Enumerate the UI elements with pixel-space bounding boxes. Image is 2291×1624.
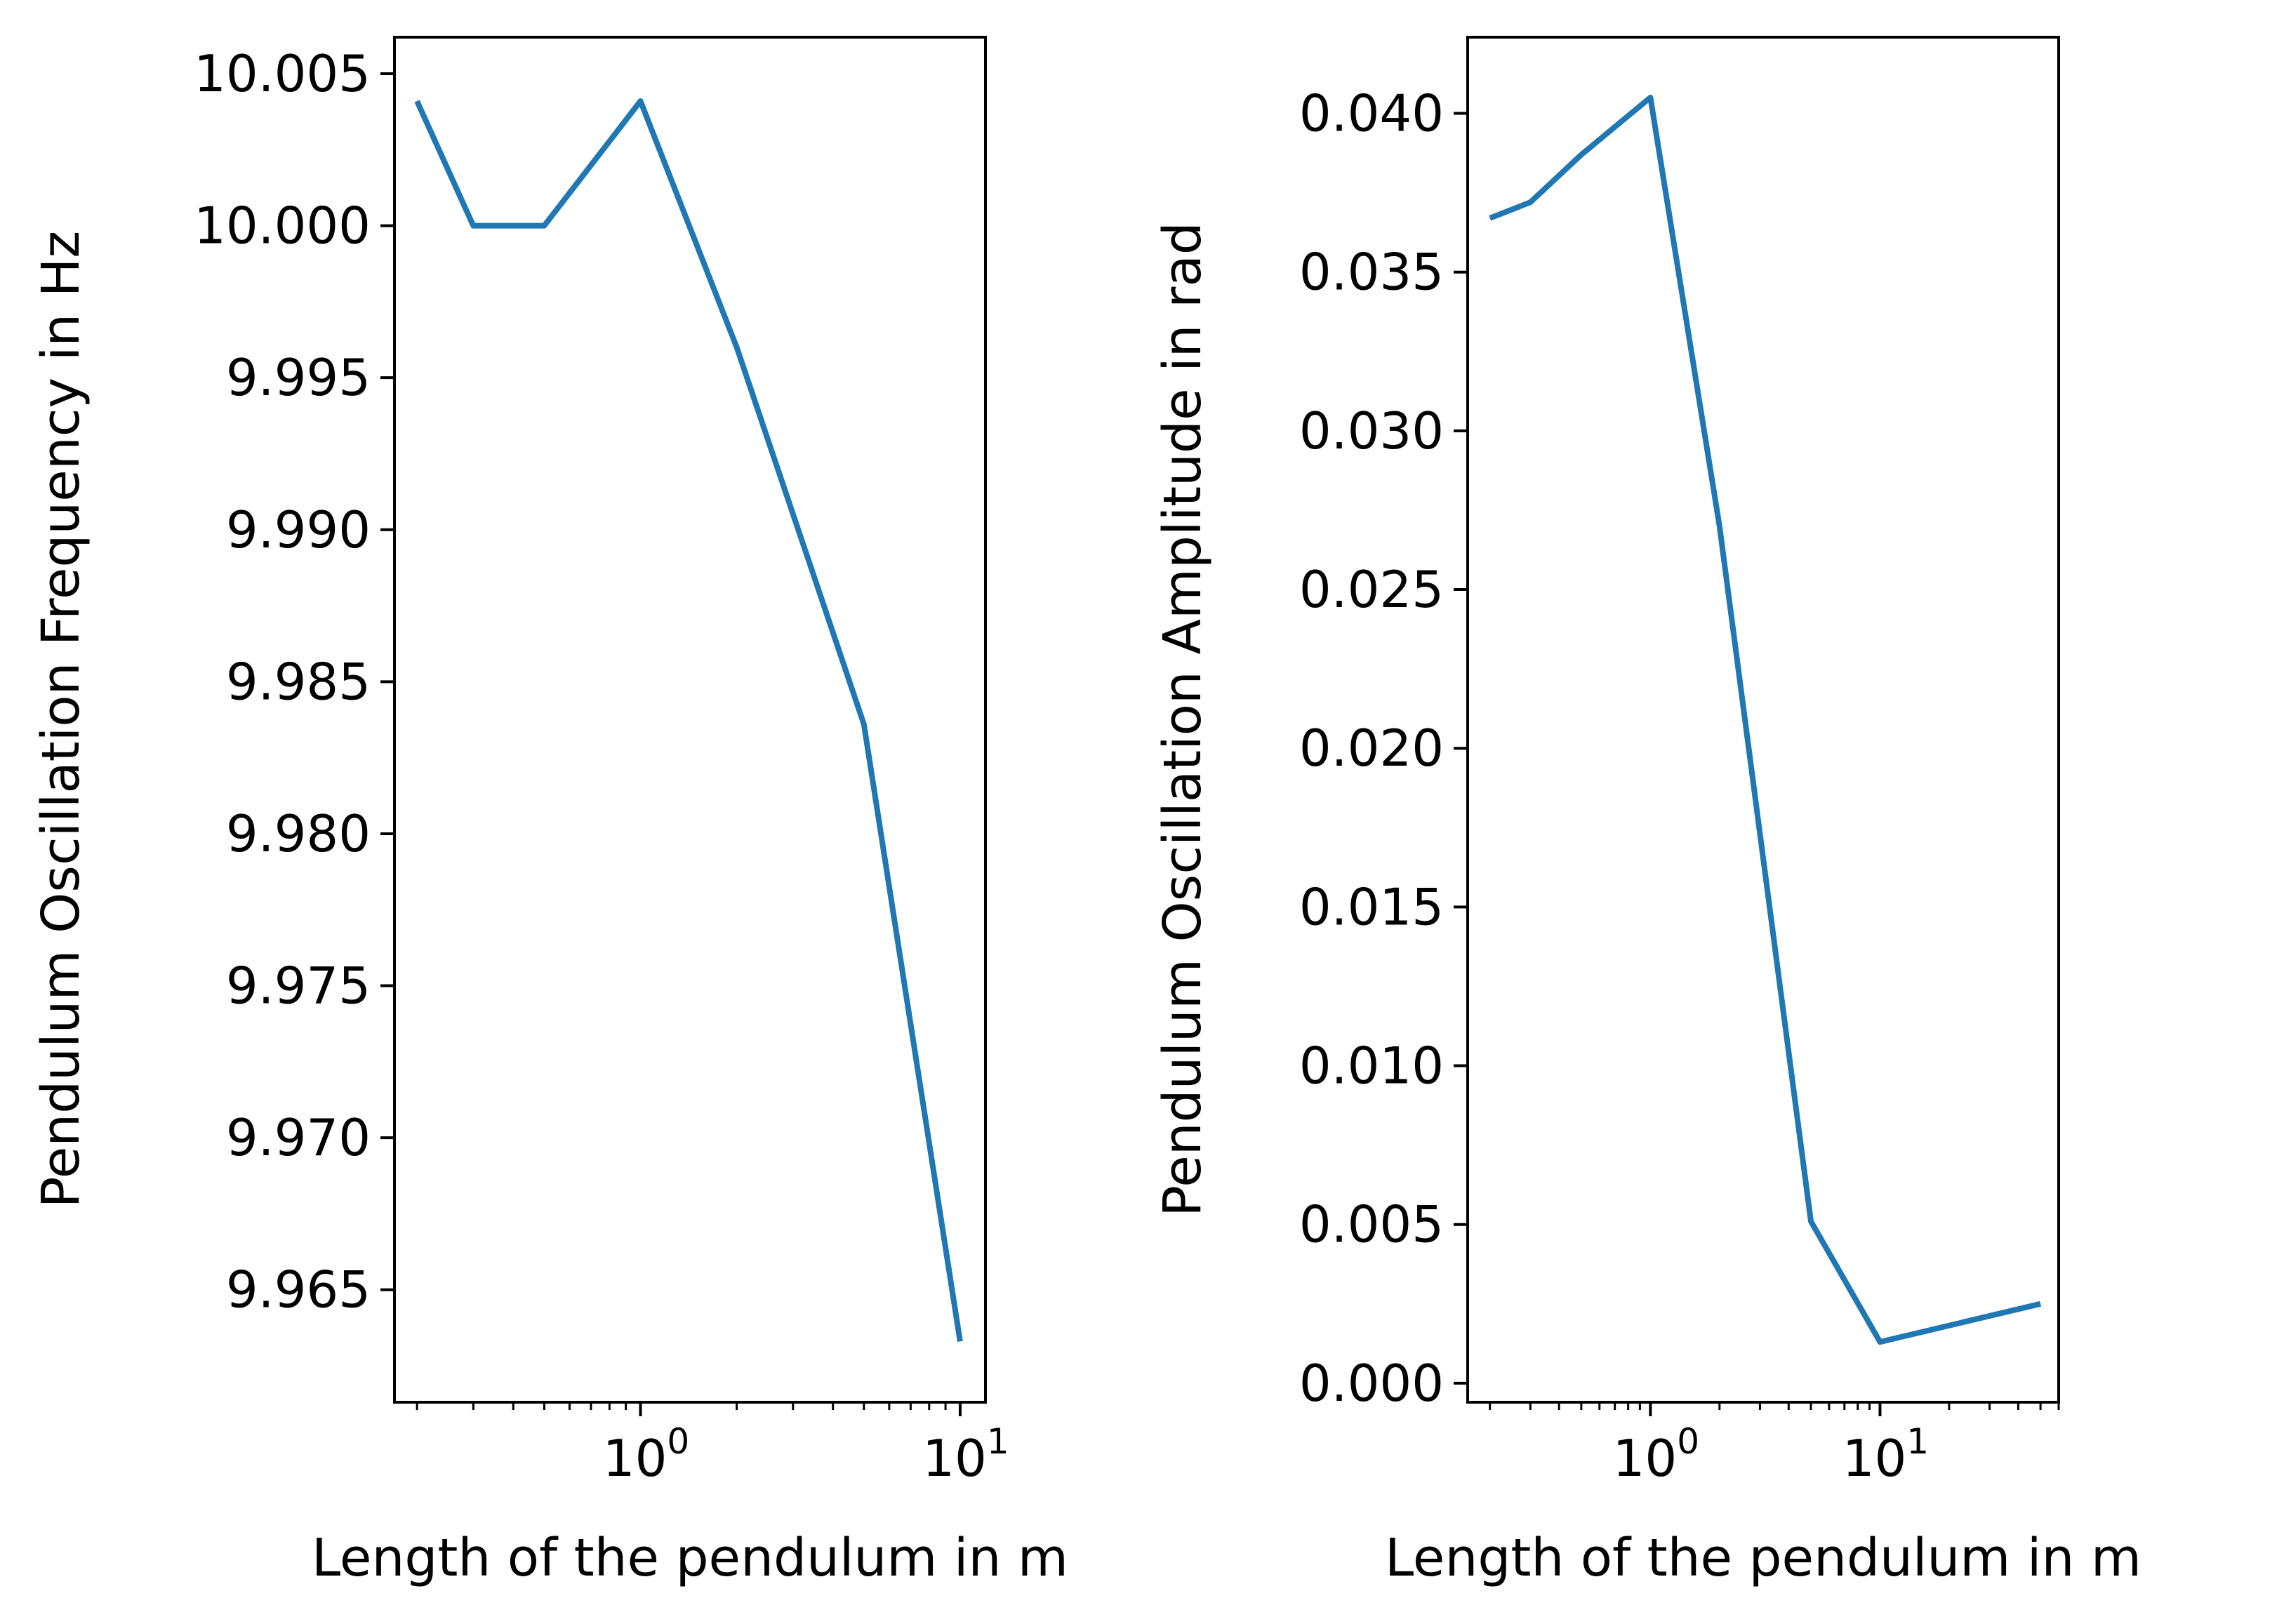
x-tick-exponent: 1 <box>1906 1421 1929 1462</box>
y-tick-label: 9.990 <box>226 500 371 559</box>
y-tick-label: 0.030 <box>1299 401 1444 460</box>
y-tick-label: 9.970 <box>226 1108 371 1167</box>
frequency-plot-frame <box>393 36 987 1404</box>
y-tick-label: 0.025 <box>1299 560 1444 619</box>
y-tick-label: 10.005 <box>194 44 371 103</box>
amplitude-subplot: 0.000 0.005 0.010 0.015 0.020 0.025 0.030 0.035… <box>1153 36 2141 1588</box>
frequency-series-line <box>414 98 963 1343</box>
amplitude-x-axis-label: Length of the pendulum in m <box>1385 1528 2141 1588</box>
x-tick-exponent: 1 <box>987 1421 1009 1462</box>
x-tick-label: 101 <box>922 1421 1009 1488</box>
frequency-x-axis-label: Length of the pendulum in m <box>312 1528 1068 1588</box>
frequency-y-axis-label: Pendulum Oscillation Frequency in Hz <box>31 231 91 1208</box>
y-tick-label: 9.965 <box>226 1260 371 1319</box>
y-tick-label: 0.015 <box>1299 877 1444 936</box>
x-tick-exponent: 0 <box>667 1421 689 1462</box>
y-tick-label: 0.010 <box>1299 1037 1444 1096</box>
amplitude-y-ticks: 0.000 0.005 0.010 0.015 0.020 0.025 0.030 0.035… <box>1299 84 1468 1413</box>
y-tick-label: 0.040 <box>1299 84 1444 143</box>
y-tick-label: 9.985 <box>226 652 371 711</box>
x-tick-exponent: 0 <box>1677 1421 1699 1462</box>
y-tick-label: 0.035 <box>1299 243 1444 302</box>
y-tick-label: 10.000 <box>194 197 371 255</box>
y-tick-label: 0.020 <box>1299 719 1444 778</box>
x-tick-label: 100 <box>1613 1421 1699 1488</box>
amplitude-y-axis-label: Pendulum Oscillation Amplitude in rad <box>1153 222 1213 1217</box>
y-tick-label: 0.005 <box>1299 1195 1444 1254</box>
amplitude-series-line <box>1489 94 2042 1345</box>
y-tick-label: 9.995 <box>226 348 371 407</box>
x-tick-label: 101 <box>1842 1421 1929 1488</box>
y-tick-label: 9.980 <box>226 804 371 863</box>
y-tick-label: 9.975 <box>226 957 371 1016</box>
amplitude-x-ticks: 100 101 <box>1489 1402 2060 1488</box>
y-tick-label: 0.000 <box>1299 1354 1444 1413</box>
amplitude-plot-frame <box>1466 36 2060 1404</box>
frequency-y-ticks: 9.965 9.970 9.975 9.980 9.985 9.990 9.995 10.00… <box>194 44 394 1319</box>
